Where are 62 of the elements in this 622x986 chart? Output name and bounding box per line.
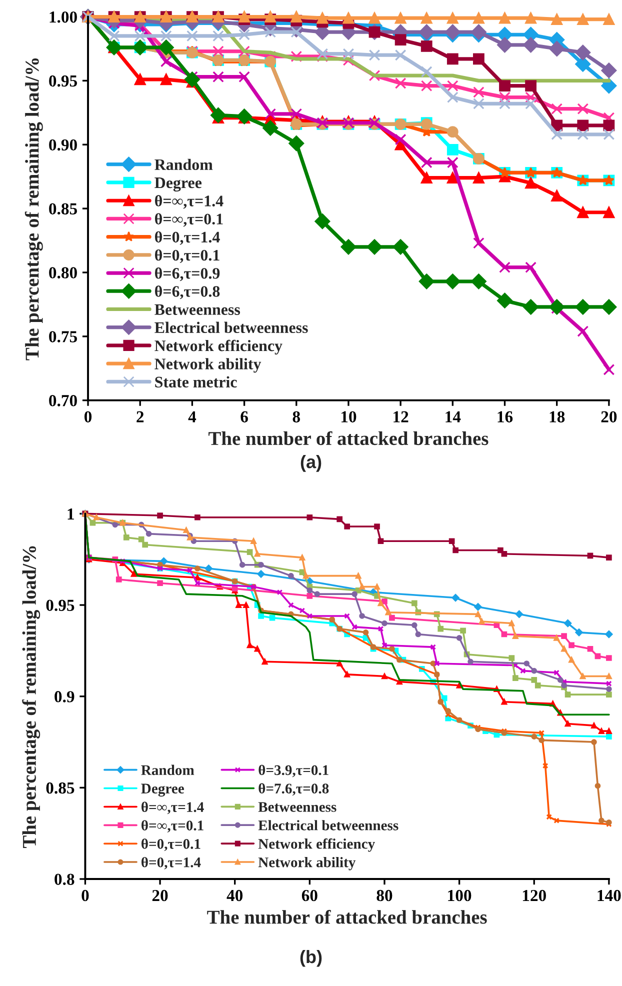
x-tick-label: 18 xyxy=(550,411,565,422)
x-tick-label: 8 xyxy=(292,411,300,422)
text: (a) xyxy=(300,455,322,472)
y-tick-label: 0.70 xyxy=(49,395,77,406)
x-axis-title: The number of attacked branches xyxy=(208,431,488,446)
x-tick-label: 20 xyxy=(601,411,617,422)
text: (b) xyxy=(300,950,322,967)
x-tick-label: 12 xyxy=(394,411,408,422)
y-axis-title: The percentage of remaining load/% xyxy=(24,58,43,360)
y-tick-label: 0.9 xyxy=(54,691,74,702)
legend-label: θ=0,τ=0.1 xyxy=(155,249,220,263)
legend-label: θ=∞,τ=0.1 xyxy=(142,820,204,833)
legend-label: θ=0,τ=1.4 xyxy=(142,856,201,870)
x-tick-label: 140 xyxy=(598,890,621,902)
legend-label: θ=∞,τ=1.4 xyxy=(142,802,204,814)
legend-label: Degree xyxy=(154,178,202,192)
legend-label: θ=∞,τ=0.1 xyxy=(155,213,223,227)
y-tick-label: 0.8 xyxy=(54,874,74,886)
y-tick-label: 0.75 xyxy=(49,331,77,342)
y-tick-label: 1.00 xyxy=(50,11,77,23)
legend-label: Random xyxy=(154,158,213,170)
legend-label: θ=3.9,τ=0.1 xyxy=(258,764,328,778)
x-tick-label: 16 xyxy=(498,411,513,422)
y-tick-label: 0.90 xyxy=(49,139,77,151)
y-axis-title: The percentage of remaining load/% xyxy=(22,546,40,848)
y-tick-label: 0.85 xyxy=(46,782,74,794)
legend-label: Network efficiency xyxy=(258,838,375,852)
x-tick-label: 14 xyxy=(446,411,461,422)
x-tick-label: 100 xyxy=(448,890,472,902)
legend-label: Betweenness xyxy=(154,304,240,315)
legend-label: θ=0,τ=0.1 xyxy=(142,838,200,851)
legend-label: Electrical betweenness xyxy=(154,322,308,334)
legend-label: θ=7.6,τ=0.8 xyxy=(258,783,329,796)
x-tick-label: 40 xyxy=(226,890,243,902)
y-tick-label: 0.95 xyxy=(49,75,77,87)
y-tick-label: 0.80 xyxy=(49,267,77,278)
legend-label: State metric xyxy=(155,376,237,388)
x-tick-label: 20 xyxy=(152,890,168,902)
x-tick-label: 2 xyxy=(136,411,144,422)
x-tick-label: 6 xyxy=(240,411,248,422)
legend-label: Electrical betweenness xyxy=(258,820,398,830)
legend-label: Betweenness xyxy=(258,802,336,812)
legend-label: θ=6,τ=0.8 xyxy=(155,286,220,300)
legend-label: Random xyxy=(141,764,194,776)
x-tick-label: 4 xyxy=(188,411,196,422)
y-tick-label: 0.85 xyxy=(49,203,77,215)
legend-label: Network ability xyxy=(154,358,262,373)
x-tick-label: 10 xyxy=(341,411,356,422)
x-tick-label: 0 xyxy=(84,411,92,422)
x-tick-label: 60 xyxy=(302,890,318,902)
x-tick-label: 0 xyxy=(82,890,89,902)
legend-label: θ=∞,τ=1.4 xyxy=(155,195,224,209)
x-tick-label: 120 xyxy=(522,890,546,902)
legend-label: θ=0,τ=1.4 xyxy=(155,231,220,245)
x-tick-label: 80 xyxy=(376,890,392,902)
y-tick-label: 0.95 xyxy=(46,600,74,612)
x-axis-title: The number of attacked branches xyxy=(207,910,487,924)
legend-label: Degree xyxy=(141,784,184,797)
legend-label: Network efficiency xyxy=(154,340,282,354)
legend-label: θ=6,τ=0.9 xyxy=(155,267,220,282)
legend-label: Network ability xyxy=(258,857,356,870)
y-tick-label: 1 xyxy=(68,508,74,520)
